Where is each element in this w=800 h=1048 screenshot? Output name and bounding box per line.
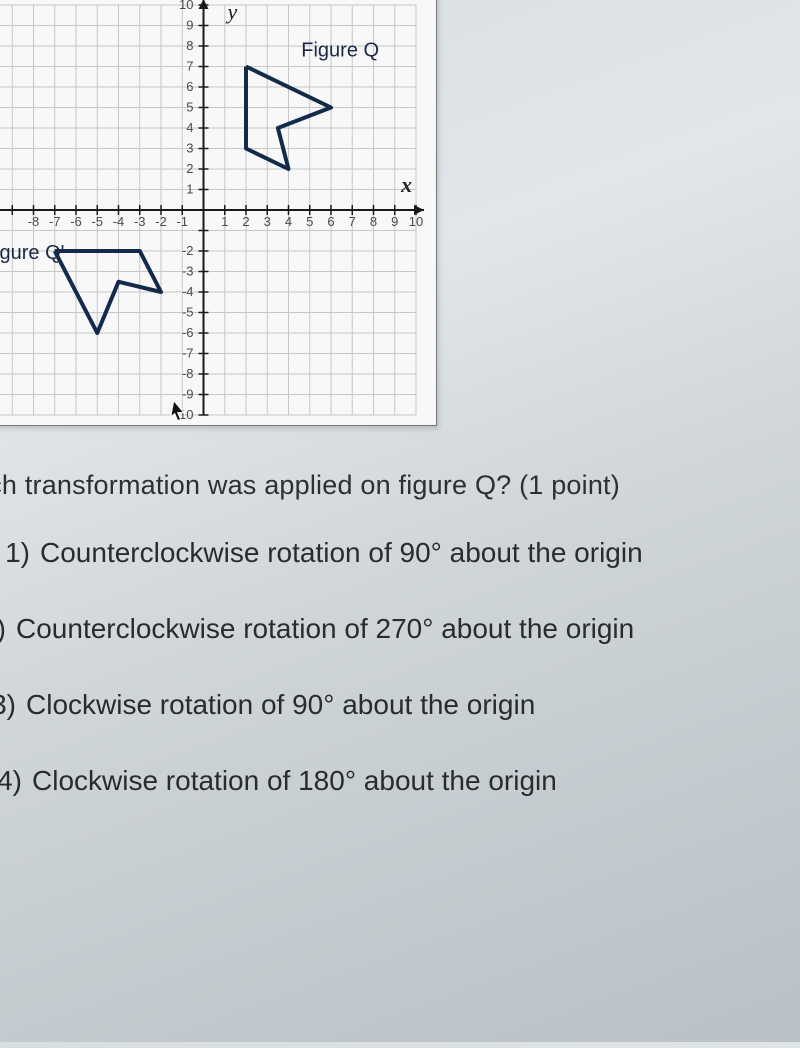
svg-text:-3: -3 <box>182 264 194 279</box>
svg-text:2: 2 <box>186 161 193 176</box>
svg-text:10: 10 <box>409 214 423 229</box>
svg-text:-7: -7 <box>49 214 61 229</box>
option-number: 1) <box>0 537 30 569</box>
option-1[interactable]: 1) Counterclockwise rotation of 90° abou… <box>0 537 800 569</box>
option-2[interactable]: 2) Counterclockwise rotation of 270° abo… <box>0 613 800 645</box>
svg-text:3: 3 <box>186 141 193 156</box>
option-4[interactable]: 4) Clockwise rotation of 180° about the … <box>0 765 800 797</box>
svg-text:gure Q': gure Q' <box>0 242 64 264</box>
svg-text:y: y <box>226 0 238 24</box>
options-list: 1) Counterclockwise rotation of 90° abou… <box>0 537 800 797</box>
svg-text:Figure Q: Figure Q <box>301 39 379 61</box>
svg-text:4: 4 <box>285 214 292 229</box>
question-text: ich transformation was applied on figure… <box>0 470 800 501</box>
svg-text:1: 1 <box>186 182 193 197</box>
svg-text:6: 6 <box>327 214 334 229</box>
svg-text:-1: -1 <box>176 214 188 229</box>
svg-text:-7: -7 <box>182 346 194 361</box>
option-label: Clockwise rotation of 180° about the ori… <box>32 765 557 797</box>
svg-text:7: 7 <box>186 59 193 74</box>
svg-text:8: 8 <box>370 214 377 229</box>
svg-text:-2: -2 <box>155 214 167 229</box>
svg-text:2: 2 <box>242 214 249 229</box>
svg-text:-5: -5 <box>91 214 103 229</box>
coordinate-graph: -8-7-6-5-4-3-2-11234567891010987654321-2… <box>0 0 437 426</box>
option-3[interactable]: 3) Clockwise rotation of 90° about the o… <box>0 689 800 721</box>
svg-text:-6: -6 <box>182 325 194 340</box>
svg-text:-5: -5 <box>182 305 194 320</box>
svg-text:-2: -2 <box>182 243 194 258</box>
svg-text:8: 8 <box>186 38 193 53</box>
svg-text:-6: -6 <box>70 214 82 229</box>
svg-text:6: 6 <box>186 79 193 94</box>
svg-text:-8: -8 <box>28 214 40 229</box>
option-number: 3) <box>0 689 16 721</box>
svg-text:5: 5 <box>186 100 193 115</box>
svg-text:-8: -8 <box>182 366 194 381</box>
svg-text:10: 10 <box>179 0 193 12</box>
svg-text:-3: -3 <box>134 214 146 229</box>
svg-text:9: 9 <box>186 18 193 33</box>
option-number: 4) <box>0 765 22 797</box>
svg-text:-9: -9 <box>182 387 194 402</box>
graph-svg: -8-7-6-5-4-3-2-11234567891010987654321-2… <box>0 0 436 425</box>
svg-text:x: x <box>400 172 412 197</box>
option-number: 2) <box>0 613 6 645</box>
svg-text:7: 7 <box>349 214 356 229</box>
svg-text:-4: -4 <box>182 284 194 299</box>
svg-text:3: 3 <box>264 214 271 229</box>
option-label: Clockwise rotation of 90° about the orig… <box>26 689 535 721</box>
svg-text:-4: -4 <box>113 214 125 229</box>
option-label: Counterclockwise rotation of 270° about … <box>16 613 634 645</box>
svg-text:9: 9 <box>391 214 398 229</box>
option-label: Counterclockwise rotation of 90° about t… <box>40 537 643 569</box>
svg-text:1: 1 <box>221 214 228 229</box>
svg-text:5: 5 <box>306 214 313 229</box>
svg-text:4: 4 <box>186 120 193 135</box>
